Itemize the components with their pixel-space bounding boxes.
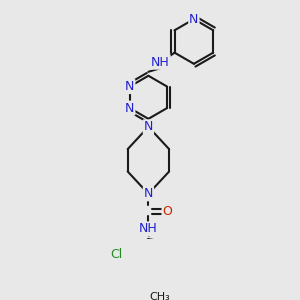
Text: N: N — [125, 102, 134, 115]
Text: Cl: Cl — [110, 248, 122, 261]
Text: O: O — [163, 205, 172, 218]
Text: NH: NH — [139, 222, 158, 236]
Text: N: N — [144, 187, 153, 200]
Text: NH: NH — [151, 56, 170, 69]
Text: CH₃: CH₃ — [149, 292, 170, 300]
Text: N: N — [189, 13, 199, 26]
Text: N: N — [144, 120, 153, 133]
Text: N: N — [125, 80, 134, 93]
